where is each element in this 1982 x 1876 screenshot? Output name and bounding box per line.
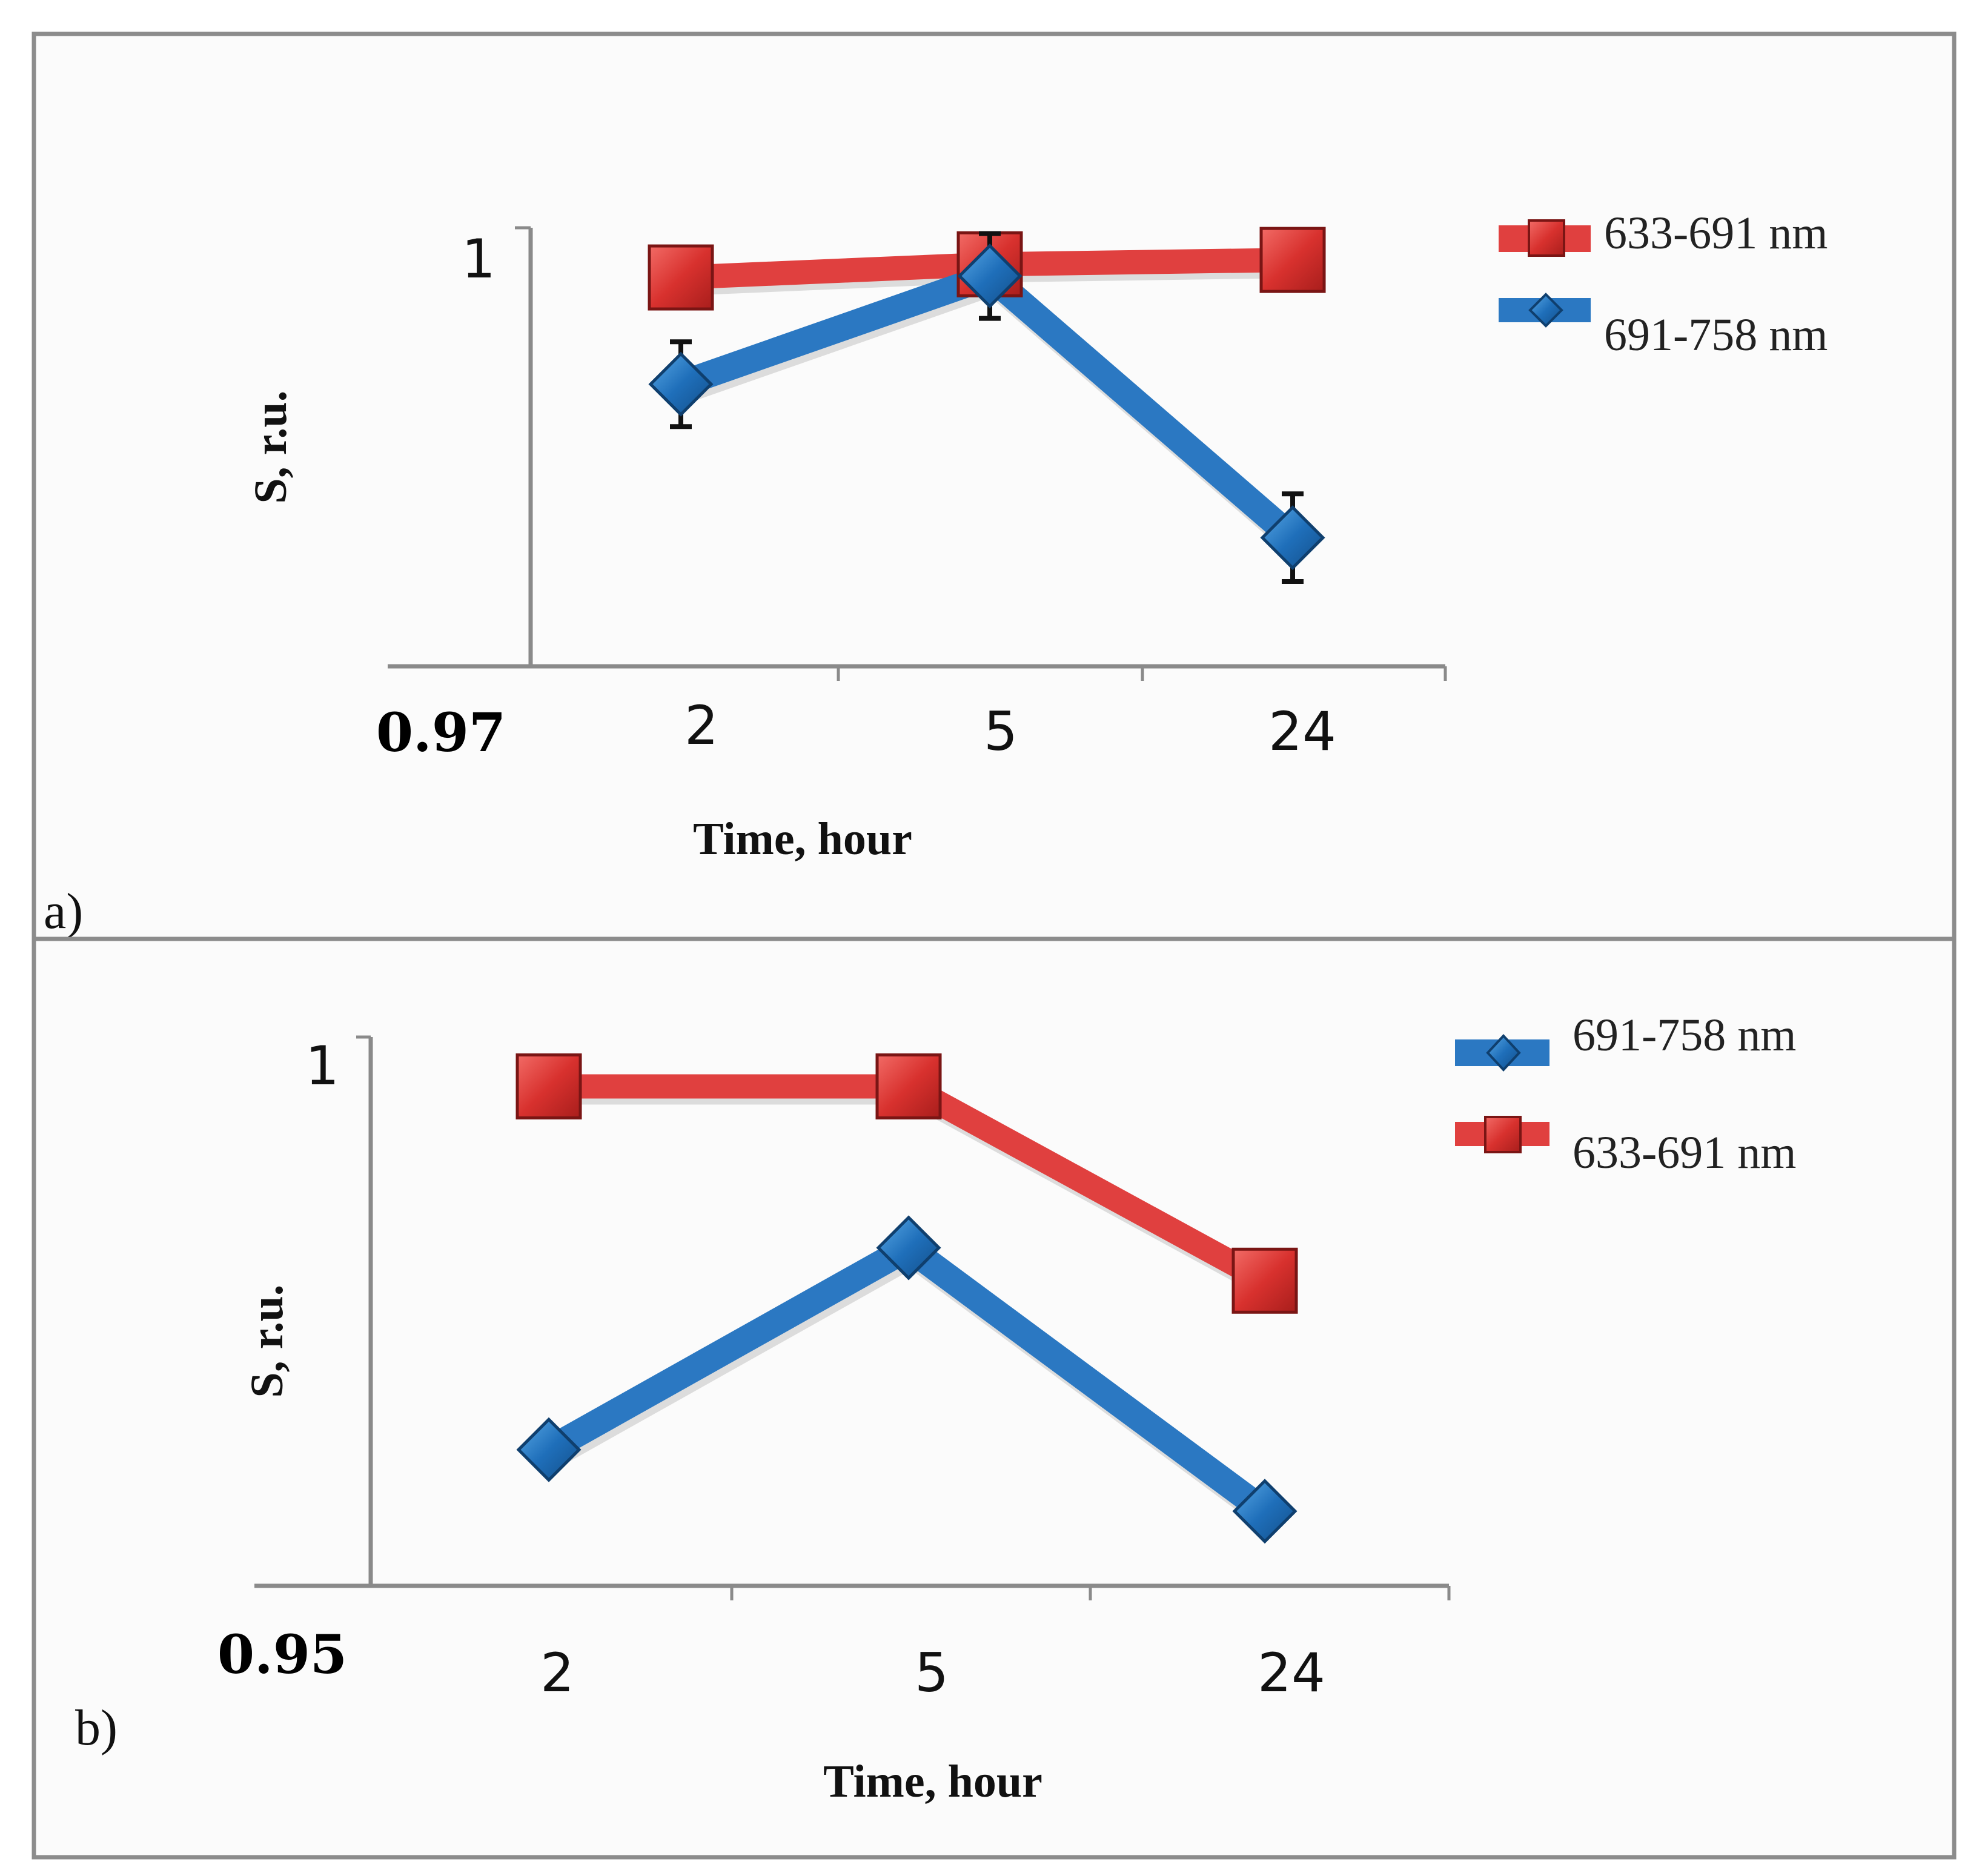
panel-a: 1 0.97 2 5 24 Time, hour S, r.u. 633-691… [31, 31, 1957, 941]
panel-b-legend-blue-label: 691-758 nm [1573, 1010, 1796, 1061]
panel-a-legend-blue-label: 691-758 nm [1604, 310, 1828, 360]
panel-a-frame [31, 31, 1957, 941]
panel-a-label: a) [44, 883, 83, 940]
panel-b-y-min-label: 0.95 [217, 1623, 347, 1686]
panel-b-x-title: Time, hour [823, 1756, 1042, 1807]
panel-a-x-label-2: 2 [684, 694, 718, 757]
panel-b-red-point-5 [875, 1053, 942, 1120]
panel-a-legend-blue-marker [1528, 293, 1563, 328]
panel-b-legend-red-label: 633-691 nm [1573, 1127, 1796, 1178]
panel-b-blue-point-2 [516, 1417, 582, 1482]
panel-b-x-label-5: 5 [915, 1642, 949, 1704]
panel-a-red-point-2 [648, 244, 714, 311]
panel-b-legend-blue-marker [1486, 1034, 1521, 1072]
panel-b-legend-red-marker [1484, 1116, 1522, 1153]
panel-b-blue-point-24 [1232, 1479, 1298, 1544]
panel-b-blue-point-5 [876, 1215, 941, 1281]
panel-b-label: b) [75, 1700, 118, 1756]
panel-b-x-label-2: 2 [540, 1642, 574, 1704]
panel-a-x-label-24: 24 [1268, 700, 1336, 763]
panel-a-y-title: S, r.u. [245, 390, 296, 503]
panel-b-legend: 691-758 nm 633-691 nm [1455, 1010, 1796, 1178]
panel-a-blue-point-2 [648, 351, 714, 417]
panel-b: 1 0.95 2 5 24 Time, hour S, r.u. 691-758… [31, 936, 1957, 1860]
panel-b-red-point-2 [515, 1053, 582, 1120]
panel-a-x-label-5: 5 [984, 700, 1018, 763]
panel-a-plot [648, 227, 1326, 585]
panel-a-blue-point-24 [1260, 505, 1325, 571]
panel-b-x-label-24: 24 [1258, 1642, 1325, 1704]
panel-a-y-max-label: 1 [462, 228, 495, 290]
panel-a-legend-red-label: 633-691 nm [1604, 208, 1828, 259]
panel-b-y-max-label: 1 [305, 1035, 339, 1097]
panel-a-y-min-label: 0.97 [376, 701, 506, 764]
panel-a-legend-red-marker [1528, 219, 1565, 257]
panel-b-red-point-24 [1231, 1247, 1298, 1314]
panel-a-legend: 633-691 nm 691-758 nm [1499, 208, 1828, 360]
panel-b-plot [515, 1053, 1298, 1544]
panel-b-frame [31, 936, 1957, 1860]
panel-a-x-title: Time, hour [693, 814, 912, 864]
panel-a-blue-point-5 [957, 244, 1022, 309]
panel-a-red-point-24 [1259, 227, 1326, 293]
panel-b-y-title: S, r.u. [242, 1284, 293, 1397]
